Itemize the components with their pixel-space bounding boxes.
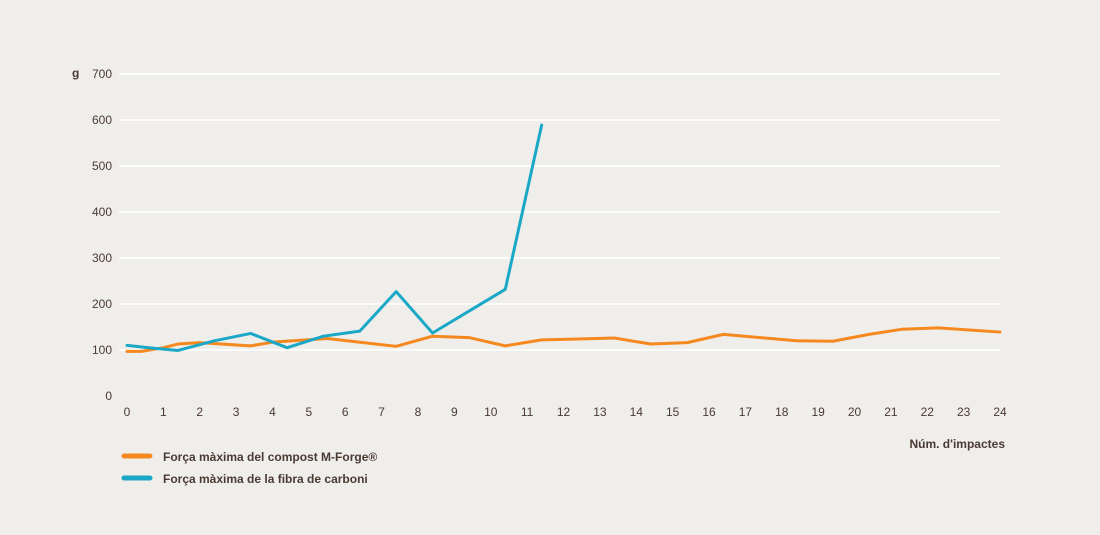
y-tick-label: 400 <box>92 205 112 219</box>
x-tick-label: 8 <box>415 405 422 419</box>
y-axis-unit-label: g <box>72 66 79 80</box>
x-tick-label: 14 <box>630 405 644 419</box>
x-tick-label: 2 <box>196 405 203 419</box>
x-tick-label: 15 <box>666 405 680 419</box>
x-tick-label: 18 <box>775 405 789 419</box>
series-line-1 <box>125 123 544 352</box>
y-tick-label: 500 <box>92 159 112 173</box>
x-tick-label: 20 <box>848 405 862 419</box>
x-tick-label: 23 <box>957 405 971 419</box>
x-tick-label: 12 <box>557 405 571 419</box>
legend-label-carbon-fiber: Força màxima de la fibra de carboni <box>163 472 368 486</box>
x-tick-label: 1 <box>160 405 167 419</box>
x-axis-ticks: 0 1 2 3 4 5 6 7 8 9 10 11 12 13 14 15 16 17 18 19 20 21 22 23 24 <box>124 405 1007 419</box>
gridlines <box>119 73 1000 351</box>
x-tick-label: 10 <box>484 405 498 419</box>
y-tick-label: 600 <box>92 113 112 127</box>
x-tick-label: 21 <box>884 405 898 419</box>
y-tick-label: 300 <box>92 251 112 265</box>
x-tick-label: 13 <box>593 405 607 419</box>
x-tick-label: 0 <box>124 405 131 419</box>
legend: Força màxima del compost M-Forge® Força … <box>121 450 377 486</box>
x-tick-label: 11 <box>521 405 534 419</box>
x-axis-label: Núm. d'impactes <box>909 437 1005 451</box>
x-tick-label: 16 <box>702 405 716 419</box>
x-tick-label: 22 <box>921 405 935 419</box>
x-tick-label: 17 <box>739 405 753 419</box>
x-tick-label: 5 <box>306 405 313 419</box>
series-lines <box>125 123 1002 353</box>
x-tick-label: 3 <box>233 405 240 419</box>
x-tick-label: 7 <box>378 405 385 419</box>
x-tick-label: 4 <box>269 405 276 419</box>
x-tick-label: 9 <box>451 405 458 419</box>
y-axis-ticks: 0 100 200 300 400 500 600 700 <box>92 67 112 403</box>
y-tick-label: 200 <box>92 297 112 311</box>
y-tick-label: 100 <box>92 343 112 357</box>
y-tick-label: 700 <box>92 67 112 81</box>
legend-label-m-forge: Força màxima del compost M-Forge® <box>163 450 377 464</box>
x-tick-label: 6 <box>342 405 349 419</box>
x-tick-label: 24 <box>993 405 1007 419</box>
y-tick-label: 0 <box>105 389 112 403</box>
series-line-0 <box>125 326 1002 353</box>
x-tick-label: 19 <box>811 405 825 419</box>
